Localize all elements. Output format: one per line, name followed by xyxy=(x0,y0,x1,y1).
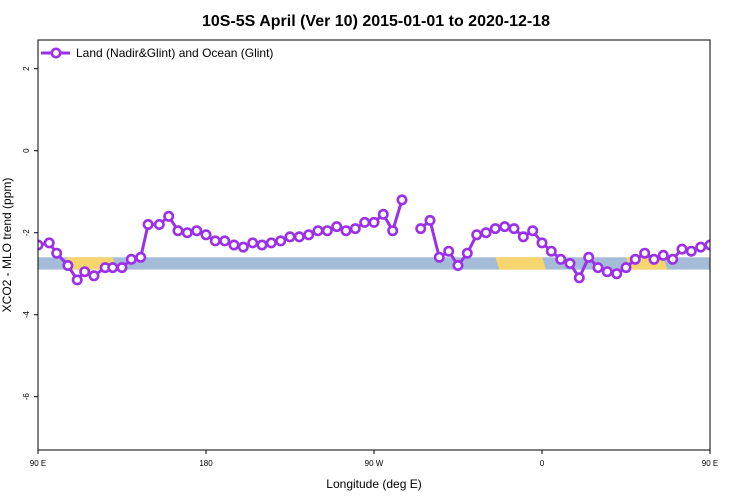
data-point xyxy=(265,237,277,249)
data-point xyxy=(88,270,100,282)
data-point xyxy=(685,245,697,257)
data-point xyxy=(620,262,632,274)
data-point xyxy=(517,231,529,243)
x-tick-label: 90 E xyxy=(702,459,718,468)
data-point xyxy=(592,262,604,274)
data-point xyxy=(135,251,147,263)
legend-marker-swatch xyxy=(50,47,62,59)
x-tick-label: 180 xyxy=(199,459,213,468)
data-point xyxy=(359,216,371,228)
data-point xyxy=(667,253,679,265)
data-point xyxy=(142,219,154,231)
x-tick-label: 0 xyxy=(540,459,545,468)
data-point xyxy=(228,239,240,251)
y-axis: 2 0 -2 -4 -6 xyxy=(22,66,38,400)
data-point xyxy=(163,210,175,222)
data-point xyxy=(38,239,44,251)
data-point xyxy=(415,223,427,235)
data-point xyxy=(555,253,567,265)
data-point xyxy=(725,261,733,269)
data-point xyxy=(349,223,361,235)
data-point xyxy=(312,225,324,237)
data-point xyxy=(284,231,296,243)
y-axis-label: XCO2 - MLO trend (ppm) xyxy=(0,178,14,313)
data-point xyxy=(368,216,380,228)
data-point xyxy=(62,259,74,271)
data-point xyxy=(508,223,520,235)
y-tick-label: 0 xyxy=(22,148,31,153)
data-point xyxy=(461,247,473,259)
data-point xyxy=(471,229,483,241)
data-point xyxy=(452,259,464,271)
data-point xyxy=(43,237,55,249)
y-tick-label: -2 xyxy=(22,229,31,237)
data-point xyxy=(527,225,539,237)
x-tick-label: 90 E xyxy=(30,459,46,468)
data-point xyxy=(743,268,750,276)
y-tick-label: 2 xyxy=(22,66,31,71)
data-point xyxy=(480,227,492,239)
y-tick-label: -4 xyxy=(22,311,31,319)
data-point xyxy=(172,225,184,237)
data-point xyxy=(545,245,557,257)
data-point xyxy=(611,268,623,280)
data-point xyxy=(153,219,165,231)
data-point xyxy=(396,194,408,206)
data-point xyxy=(648,253,660,265)
data-point xyxy=(237,241,249,253)
data-point xyxy=(71,274,83,286)
data-point xyxy=(433,251,445,263)
land-band-segment xyxy=(495,257,546,270)
data-point xyxy=(387,225,399,237)
data-point xyxy=(303,229,315,241)
data-point xyxy=(200,229,212,241)
data-point xyxy=(734,276,742,284)
data-point xyxy=(583,251,595,263)
data-point xyxy=(377,208,389,220)
data-point xyxy=(107,262,119,274)
data-point xyxy=(247,237,259,249)
chart-title: 10S-5S April (Ver 10) 2015-01-01 to 2020… xyxy=(202,13,550,30)
data-point xyxy=(536,237,548,249)
data-point xyxy=(191,225,203,237)
data-point xyxy=(321,225,333,237)
data-point xyxy=(489,223,501,235)
data-point xyxy=(499,221,511,233)
data-point xyxy=(275,235,287,247)
data-point xyxy=(116,262,128,274)
data-point xyxy=(51,247,63,259)
legend: Land (Nadir&Glint) and Ocean (Glint) xyxy=(41,46,273,60)
legend-label: Land (Nadir&Glint) and Ocean (Glint) xyxy=(76,46,273,60)
data-point xyxy=(219,235,231,247)
data-point xyxy=(331,221,343,233)
data-point xyxy=(629,253,641,265)
plot-frame xyxy=(37,39,711,451)
data-point xyxy=(424,214,436,226)
data-point xyxy=(209,235,221,247)
y-tick-label: -6 xyxy=(22,393,31,401)
data-point xyxy=(639,247,651,259)
data-point xyxy=(340,225,352,237)
data-point xyxy=(443,245,455,257)
data-point xyxy=(564,257,576,269)
series-layer xyxy=(38,194,750,286)
data-point xyxy=(125,253,137,265)
x-tick-label: 90 W xyxy=(365,459,384,468)
data-point xyxy=(676,243,688,255)
data-point xyxy=(573,272,585,284)
data-point xyxy=(293,231,305,243)
data-point xyxy=(715,249,723,257)
data-point xyxy=(181,227,193,239)
data-point xyxy=(657,249,669,261)
data-point xyxy=(695,241,707,253)
x-axis-label: Longitude (deg E) xyxy=(326,477,421,491)
data-point xyxy=(256,239,268,251)
data-point xyxy=(79,266,91,278)
data-point xyxy=(601,266,613,278)
x-axis: 90 E 180 90 W 0 90 E xyxy=(30,450,718,468)
